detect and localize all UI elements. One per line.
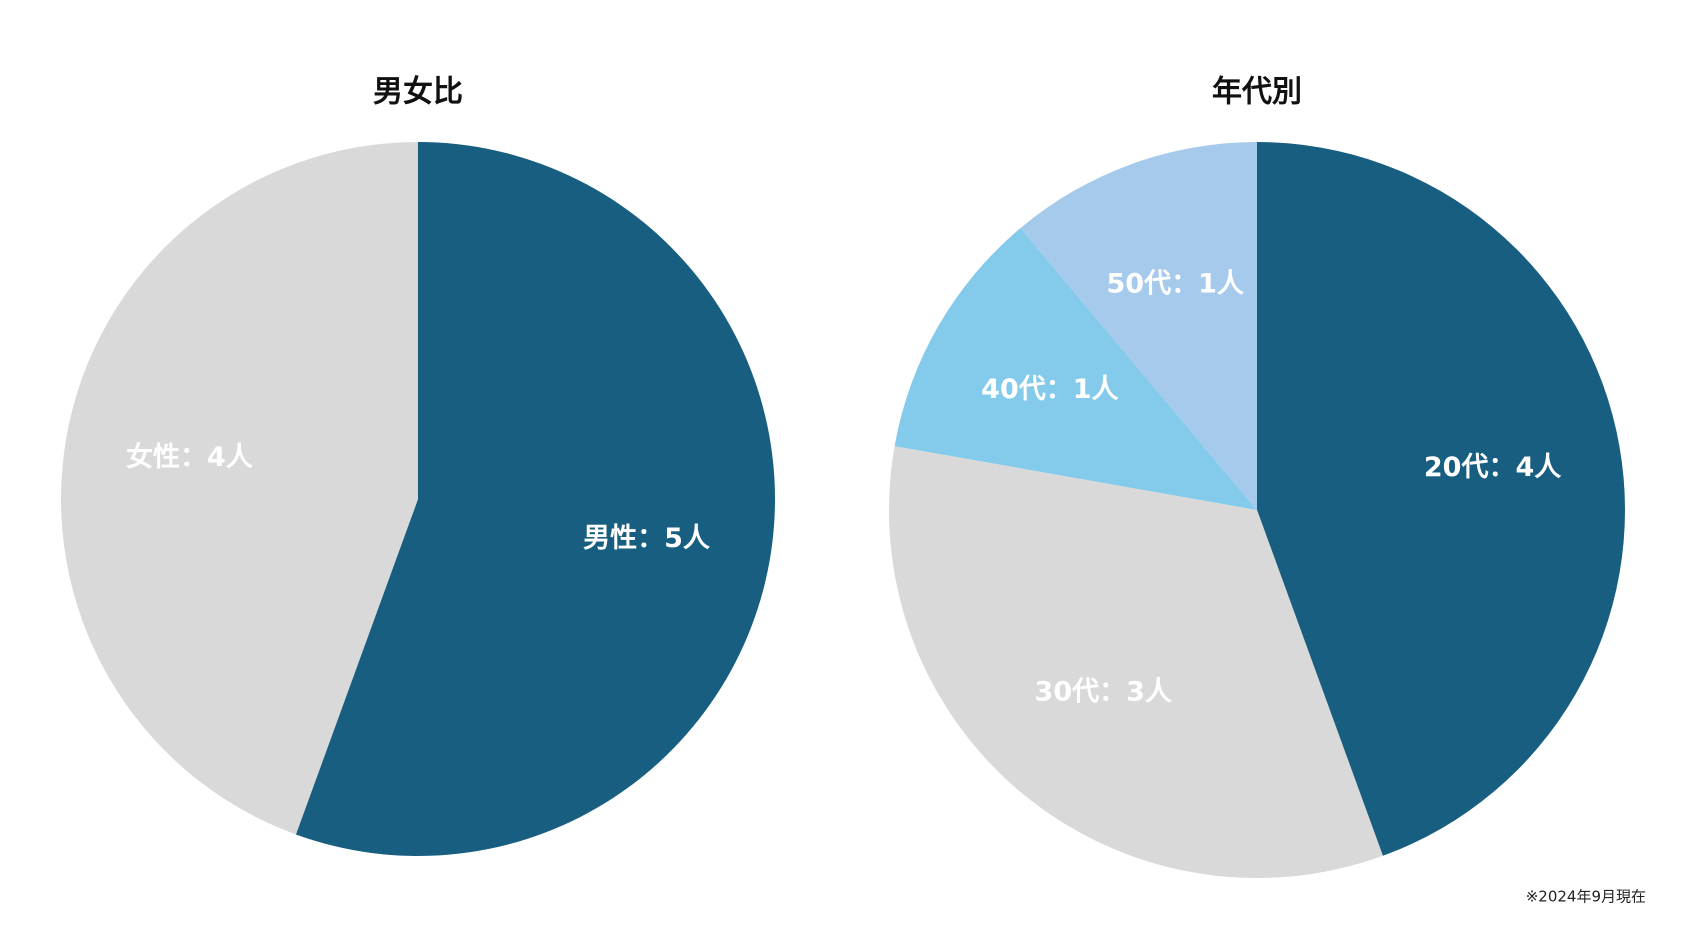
pie-slice — [1257, 142, 1626, 856]
slice-label: 女性：4人 — [126, 441, 253, 473]
pie-slice — [889, 446, 1383, 878]
chart-title: 男女比 — [373, 75, 463, 110]
slice-label: 50代：1人 — [1107, 269, 1244, 300]
footnote: ※2024年9月現在 — [1526, 888, 1646, 906]
slice-label: 30代：3人 — [1035, 677, 1172, 708]
slice-label: 男性：5人 — [583, 523, 710, 554]
pie-slice — [1020, 142, 1257, 510]
pie-slice — [894, 228, 1257, 510]
slice-label: 40代：1人 — [981, 374, 1118, 405]
pie-slice — [295, 142, 775, 856]
pie-slice — [60, 142, 418, 835]
chart-title: 年代別 — [1212, 75, 1302, 110]
slice-label: 20代：4人 — [1424, 452, 1561, 483]
